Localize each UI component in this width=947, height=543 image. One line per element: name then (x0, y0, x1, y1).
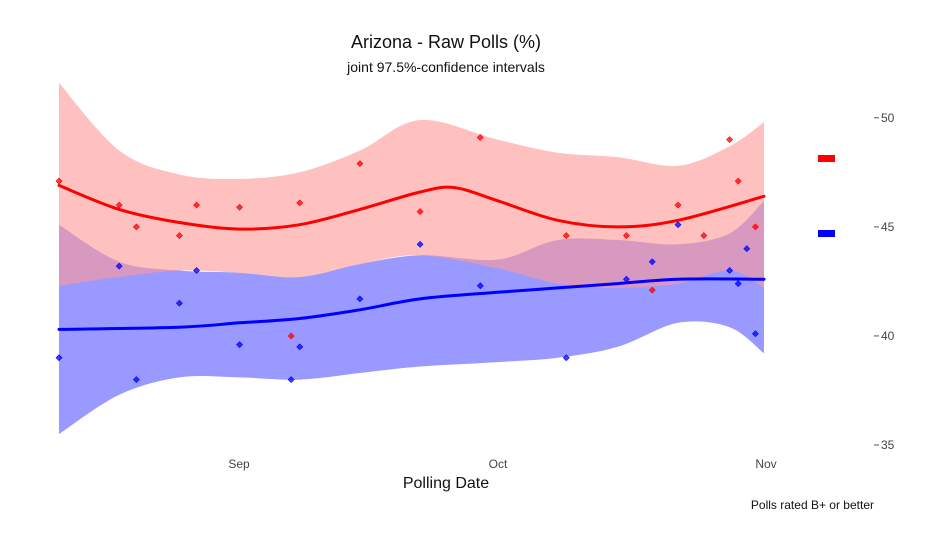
y-tick-label: 45 (881, 220, 895, 234)
poll-point (132, 223, 140, 231)
poll-point (356, 160, 364, 168)
trend-lines (57, 183, 766, 331)
poll-point (356, 295, 364, 303)
x-tick-label: Nov (755, 457, 776, 471)
poll-point (743, 245, 751, 253)
poll-point (648, 286, 656, 294)
poll-point (132, 376, 140, 383)
legend (818, 155, 835, 237)
poll-point (287, 332, 295, 340)
y-tick-label: 35 (881, 438, 895, 452)
poll-point (734, 280, 742, 288)
y-tick-label: 40 (881, 329, 895, 343)
poll-point (296, 199, 304, 207)
chart-caption: Polls rated B+ or better (751, 498, 874, 512)
x-tick-label: Sep (228, 457, 250, 471)
y-axis: 35 40 45 50 (874, 111, 895, 452)
trend-line (57, 277, 766, 331)
poll-point (562, 232, 570, 240)
chart-subtitle: joint 97.5%-confidence intervals (346, 59, 545, 75)
legend-key-red (818, 155, 835, 162)
x-axis: Sep Oct Nov (228, 457, 776, 471)
poll-point (175, 232, 183, 240)
confidence-band (59, 82, 764, 288)
x-tick-label: Oct (489, 457, 508, 471)
poll-point (726, 267, 734, 274)
poll-point (623, 232, 630, 240)
poll-point (416, 240, 424, 248)
poll-point (476, 134, 484, 141)
poll-point (734, 177, 742, 185)
poll-point (416, 208, 424, 216)
poll-point (751, 330, 759, 338)
poll-point (726, 136, 734, 144)
plot-area (55, 82, 766, 435)
poll-point (648, 258, 656, 266)
legend-key-blue (818, 230, 835, 237)
poll-point (562, 354, 570, 362)
chart-title: Arizona - Raw Polls (%) (351, 32, 541, 52)
poll-point (55, 354, 63, 362)
y-tick-label: 50 (881, 111, 895, 125)
poll-point (287, 376, 295, 383)
poll-point (115, 262, 123, 270)
poll-point (193, 267, 200, 274)
poll-point (236, 203, 243, 211)
poll-point (55, 177, 63, 185)
poll-point (674, 221, 682, 229)
poll-point (236, 341, 243, 349)
poll-point (700, 232, 708, 240)
x-axis-label: Polling Date (403, 475, 489, 492)
trend-line (57, 183, 766, 231)
poll-point (751, 223, 759, 231)
poll-point (175, 299, 183, 307)
poll-point (476, 282, 484, 290)
poll-point (193, 201, 200, 209)
confidence-bands (59, 82, 764, 435)
poll-point (674, 201, 682, 209)
poll-point (623, 275, 630, 283)
poll-point (115, 201, 123, 209)
poll-points (55, 134, 759, 383)
poll-point (296, 343, 304, 351)
